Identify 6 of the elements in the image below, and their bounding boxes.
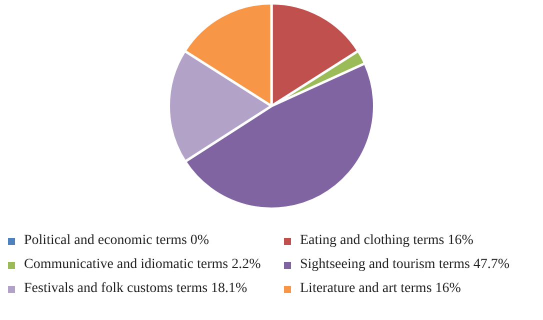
legend-label: Sightseeing and tourism terms 47.7% [300, 257, 510, 273]
legend-label: Literature and art terms 16% [300, 281, 461, 297]
legend-label: Communicative and idiomatic terms 2.2% [24, 257, 261, 273]
legend-label: Eating and clothing terms 16% [300, 233, 474, 249]
legend-label: Festivals and folk customs terms 18.1% [24, 281, 248, 297]
legend-label: Political and economic terms 0% [24, 233, 210, 249]
